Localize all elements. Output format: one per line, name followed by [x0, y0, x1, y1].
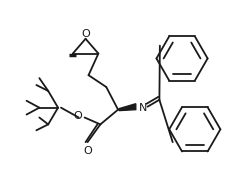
Text: O: O — [83, 146, 92, 156]
Text: N: N — [139, 103, 147, 113]
Polygon shape — [119, 104, 136, 111]
Text: O: O — [81, 29, 90, 39]
Text: O: O — [73, 110, 82, 121]
